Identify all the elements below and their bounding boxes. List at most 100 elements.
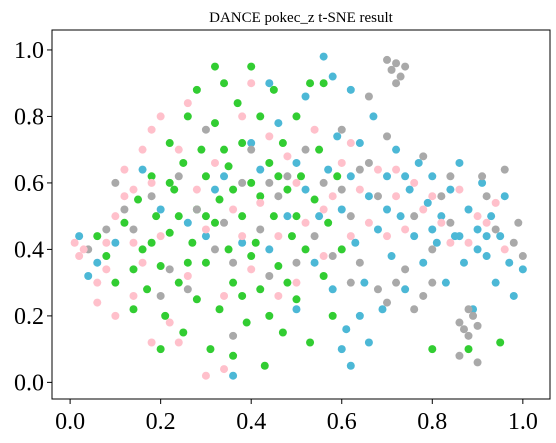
scatter-point (102, 239, 110, 247)
scatter-point (211, 63, 219, 71)
scatter-point (419, 206, 427, 214)
scatter-point (302, 245, 310, 253)
x-tick-label: 0.2 (146, 409, 176, 435)
scatter-point (220, 79, 228, 87)
scatter-point (306, 338, 314, 346)
scatter-point (274, 172, 282, 180)
scatter-point (283, 172, 291, 180)
scatter-point (347, 86, 355, 94)
scatter-point (369, 112, 377, 120)
scatter-point (265, 132, 273, 140)
scatter-point (84, 272, 92, 280)
scatter-point (139, 259, 147, 267)
scatter-point (311, 232, 319, 240)
scatter-point (446, 219, 454, 227)
chart-title: DANCE pokec_z t-SNE result (209, 10, 394, 26)
scatter-point (252, 239, 260, 247)
scatter-point (383, 232, 391, 240)
scatter-point (184, 112, 192, 120)
scatter-point (406, 186, 414, 194)
scatter-point (365, 338, 373, 346)
scatter-point (157, 232, 165, 240)
scatter-point (166, 179, 174, 187)
scatter-point (392, 166, 400, 174)
scatter-point (501, 166, 509, 174)
scatter-point (311, 196, 319, 204)
scatter-point (247, 265, 255, 273)
scatter-point (374, 225, 382, 233)
scatter-point (243, 319, 251, 327)
x-tick-label: 0.6 (327, 409, 357, 435)
scatter-point (320, 252, 328, 260)
scatter-point (220, 219, 228, 227)
scatter-point (197, 146, 205, 154)
scatter-point (270, 86, 278, 94)
scatter-point (179, 159, 187, 167)
scatter-point (288, 232, 296, 240)
scatter-point (383, 206, 391, 214)
x-tick-label: 0.8 (417, 409, 447, 435)
scatter-point (139, 245, 147, 253)
scatter-point (338, 159, 346, 167)
scatter-point (415, 159, 423, 167)
scatter-point (347, 212, 355, 220)
scatter-point (120, 192, 128, 200)
scatter-point (229, 259, 237, 267)
scatter-point (292, 295, 300, 303)
scatter-point (469, 312, 477, 320)
scatter-point (229, 332, 237, 340)
scatter-point (175, 146, 183, 154)
scatter-point (179, 329, 187, 337)
scatter-point (111, 212, 119, 220)
scatter-point (455, 319, 463, 327)
scatter-point (175, 279, 183, 287)
scatter-point (315, 146, 323, 154)
scatter-point (401, 63, 409, 71)
scatter-point (320, 79, 328, 87)
scatter-point (148, 192, 156, 200)
scatter-point (129, 292, 137, 300)
scatter-point (211, 159, 219, 167)
scatter-point (202, 259, 210, 267)
scatter-point (166, 139, 174, 147)
scatter-point (120, 166, 128, 174)
scatter-point (428, 225, 436, 233)
scatter-point (419, 292, 427, 300)
scatter-point (75, 252, 83, 260)
scatter-point (184, 219, 192, 227)
scatter-point (238, 212, 246, 220)
scatter-point (229, 186, 237, 194)
scatter-point (437, 192, 445, 200)
scatter-point (365, 92, 373, 100)
scatter-point (333, 132, 341, 140)
y-axis: 0.00.20.40.60.81.0 (14, 38, 52, 396)
scatter-point (446, 186, 454, 194)
scatter-point (216, 196, 224, 204)
scatter-point (202, 126, 210, 134)
scatter-point (238, 112, 246, 120)
scatter-point (93, 279, 101, 287)
scatter-point (474, 322, 482, 330)
scatter-point (166, 319, 174, 327)
scatter-point (129, 239, 137, 247)
scatter-point (519, 252, 527, 260)
scatter-point (478, 172, 486, 180)
scatter-point (383, 56, 391, 64)
scatter-point (505, 259, 513, 267)
scatter-point (234, 99, 242, 107)
scatter-point (274, 292, 282, 300)
scatter-point (93, 299, 101, 307)
scatter-point (302, 146, 310, 154)
scatter-point (501, 192, 509, 200)
scatter-point (211, 119, 219, 127)
scatter-point (460, 259, 468, 267)
scatter-point (129, 305, 137, 313)
scatter-point (229, 279, 237, 287)
scatter-point (93, 232, 101, 240)
scatter-point (256, 112, 264, 120)
scatter-point (148, 179, 156, 187)
scatter-point (347, 172, 355, 180)
scatter-point (75, 232, 83, 240)
scatter-point (157, 206, 165, 214)
scatter-point (356, 186, 364, 194)
